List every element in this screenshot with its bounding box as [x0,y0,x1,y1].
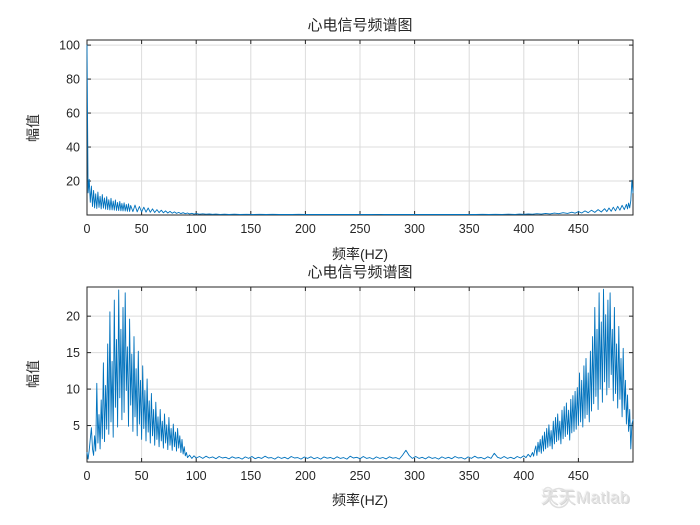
y-tick-label: 100 [59,38,80,52]
x-tick-label: 400 [513,222,534,236]
bottom-plot-xlabel: 频率(HZ) [332,492,388,508]
y-tick-label: 15 [66,346,80,360]
x-tick-label: 400 [513,469,534,483]
bottom-spectrum-chart: 0 50 100 150 200 250 300 350 400 450 5 10 15 20 [66,286,634,483]
y-tick-label: 40 [66,140,80,154]
x-tick-label: 0 [84,469,91,483]
x-tick-label: 100 [186,469,207,483]
y-tick-label: 60 [66,106,80,120]
y-tick-label: 20 [66,310,80,324]
x-tick-label: 200 [295,222,316,236]
top-plot-xlabel: 频率(HZ) [332,246,388,262]
y-tick-label: 20 [66,174,80,188]
y-tick-label: 5 [73,419,80,433]
x-tick-label: 50 [135,222,149,236]
spectrum-line-series [86,44,634,215]
x-tick-label: 0 [84,222,91,236]
x-tick-label: 300 [404,469,425,483]
x-tick-label: 250 [350,222,371,236]
bottom-plot-ylabel: 幅值 [25,360,41,388]
x-tick-label: 100 [186,222,207,236]
x-tick-label: 350 [459,222,480,236]
top-plot-title: 心电信号频谱图 [307,17,413,34]
y-tick-label: 10 [66,382,80,396]
y-tick-label: 80 [66,72,80,86]
x-tick-label: 150 [240,469,261,483]
x-tick-label: 300 [404,222,425,236]
spectrum-line-series [86,288,634,460]
x-tick-label: 350 [459,469,480,483]
x-tick-label: 450 [568,222,589,236]
top-spectrum-chart: 0 50 100 150 200 250 300 350 400 450 20 40 60 80 100 [59,38,634,236]
bottom-plot-title: 心电信号频谱图 [307,264,413,281]
x-tick-label: 200 [295,469,316,483]
x-tick-label: 50 [135,469,149,483]
top-plot-ylabel: 幅值 [25,114,41,142]
x-tick-label: 150 [240,222,261,236]
x-tick-label: 250 [350,469,371,483]
x-tick-label: 450 [568,469,589,483]
